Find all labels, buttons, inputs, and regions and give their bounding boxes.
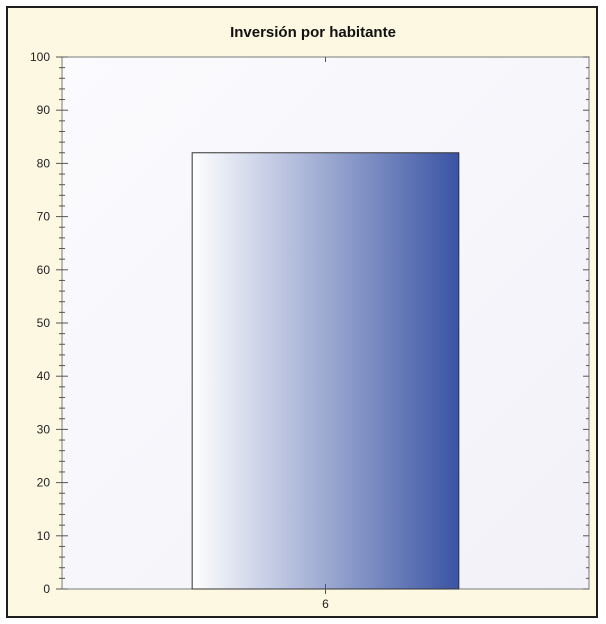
y-axis: 0 10 20 30 40 50 60 70 80 90 100 [30,50,589,596]
y-tick-label: 80 [37,156,51,170]
y-tick-label: 30 [37,422,51,436]
bar [191,152,460,590]
x-tick-label: 6 [322,597,329,611]
y-tick-label: 50 [37,316,51,330]
y-tick-label: 90 [37,103,51,117]
y-tick-label: 70 [37,210,51,224]
y-tick-label: 60 [37,263,51,277]
x-axis: 6 [322,57,329,611]
y-tick-label: 0 [43,582,50,596]
bars-layer [191,152,460,590]
chart-title: Inversión por habitante [230,24,396,41]
y-tick-label: 100 [30,50,50,64]
y-tick-label: 20 [37,476,51,490]
y-tick-label: 10 [37,529,51,543]
chart-frame: Inversión por habitante 0 10 20 30 40 50 60 70 8… [6,6,598,618]
y-tick-label: 40 [37,369,51,383]
bar-chart: Inversión por habitante 0 10 20 30 40 50 60 70 8… [30,24,590,611]
